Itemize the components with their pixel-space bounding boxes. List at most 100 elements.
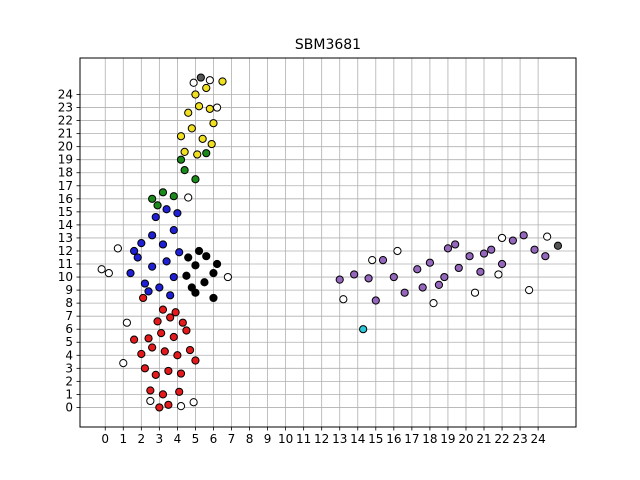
plot-frame <box>79 57 577 428</box>
point-red <box>164 400 173 409</box>
y-tick-label: 20 <box>58 140 73 154</box>
point-unassigned <box>97 265 106 274</box>
x-tick-label: 23 <box>512 432 527 446</box>
point-red <box>146 386 155 395</box>
y-tick-label: 1 <box>65 387 73 401</box>
point-green <box>191 175 200 184</box>
point-blue <box>162 205 171 214</box>
point-purple <box>335 275 344 284</box>
x-tick-label: 15 <box>368 432 383 446</box>
point-gray <box>553 241 563 250</box>
point-black <box>209 293 218 303</box>
y-tick-label: 13 <box>58 231 73 245</box>
point-purple <box>413 265 422 274</box>
x-tick-label: 18 <box>422 432 437 446</box>
point-blue <box>137 239 146 248</box>
point-unassigned <box>429 299 438 308</box>
point-red <box>158 305 168 314</box>
point-blue <box>144 287 153 296</box>
point-purple <box>451 240 460 249</box>
y-tick-label: 14 <box>58 218 73 232</box>
point-yellow <box>187 124 196 133</box>
point-purple <box>371 296 380 305</box>
y-tick-label: 3 <box>65 361 73 375</box>
point-green <box>148 194 157 203</box>
y-tick-label: 21 <box>58 127 73 141</box>
x-tick-label: 10 <box>278 432 293 446</box>
point-red <box>155 403 164 412</box>
x-tick-label: 0 <box>101 432 109 446</box>
point-purple <box>476 267 485 276</box>
point-purple <box>378 256 388 265</box>
point-red <box>185 345 195 355</box>
point-red <box>175 387 184 396</box>
point-unassigned <box>212 103 222 112</box>
point-blue <box>175 248 184 257</box>
x-tick-label: 2 <box>138 432 146 446</box>
x-tick-label: 6 <box>210 432 218 446</box>
y-tick-label: 18 <box>58 166 73 180</box>
y-tick-label: 7 <box>65 309 73 323</box>
point-unassigned <box>146 396 155 406</box>
point-unassigned <box>113 244 122 253</box>
x-tick-label: 21 <box>476 432 491 446</box>
point-yellow <box>207 139 216 149</box>
point-cyan <box>359 325 368 334</box>
point-unassigned <box>339 295 348 304</box>
y-tick-label: 15 <box>58 205 73 219</box>
point-blue <box>151 212 160 222</box>
x-tick-label: 3 <box>156 432 164 446</box>
y-tick-label: 11 <box>58 257 73 271</box>
point-purple <box>487 245 496 254</box>
point-unassigned <box>393 246 402 256</box>
point-yellow <box>194 102 204 111</box>
point-unassigned <box>223 272 232 282</box>
point-green <box>202 149 211 158</box>
point-purple <box>443 244 453 253</box>
point-red <box>151 370 160 379</box>
point-red <box>191 356 200 365</box>
point-black <box>209 269 218 278</box>
y-tick-label: 24 <box>58 88 73 102</box>
point-red <box>153 317 162 326</box>
point-red <box>171 308 180 317</box>
y-tick-label: 19 <box>58 153 73 167</box>
y-tick-label: 2 <box>65 374 73 388</box>
point-red <box>137 349 146 359</box>
point-red <box>157 329 166 338</box>
point-blue <box>162 257 171 266</box>
point-unassigned <box>189 398 198 407</box>
point-red <box>158 390 168 399</box>
x-tick-label: 14 <box>350 432 365 446</box>
point-unassigned <box>176 402 186 411</box>
y-tick-label: 0 <box>65 400 73 414</box>
y-tick-label: 16 <box>58 192 73 206</box>
y-tick-label: 17 <box>58 179 73 193</box>
point-gray <box>196 73 205 82</box>
point-blue <box>140 279 150 288</box>
point-black <box>202 252 211 261</box>
point-blue <box>126 269 135 278</box>
x-tick-label: 19 <box>440 432 455 446</box>
x-tick-label: 5 <box>192 432 200 446</box>
x-tick-label: 20 <box>458 432 473 446</box>
point-red <box>148 343 157 352</box>
point-black <box>212 259 222 269</box>
x-tick-label: 8 <box>246 432 254 446</box>
point-unassigned <box>470 288 480 297</box>
point-unassigned <box>543 232 552 241</box>
axis-ticks: 0 1 2 3 4 5 6 7 8 9 10 11 12 13 14 15 16 17 18 19 20 21 22 23 24… <box>58 88 546 446</box>
point-purple <box>425 258 435 267</box>
point-purple <box>508 236 517 245</box>
y-tick-label: 23 <box>58 101 73 115</box>
point-purple <box>389 272 398 282</box>
point-blue <box>130 246 139 256</box>
x-tick-label: 4 <box>174 432 182 446</box>
x-tick-label: 22 <box>494 432 509 446</box>
point-purple <box>479 249 489 258</box>
point-purple <box>530 245 539 254</box>
point-blue <box>169 226 178 235</box>
chart-title: SBM3681 <box>295 37 361 53</box>
point-black <box>184 253 193 262</box>
